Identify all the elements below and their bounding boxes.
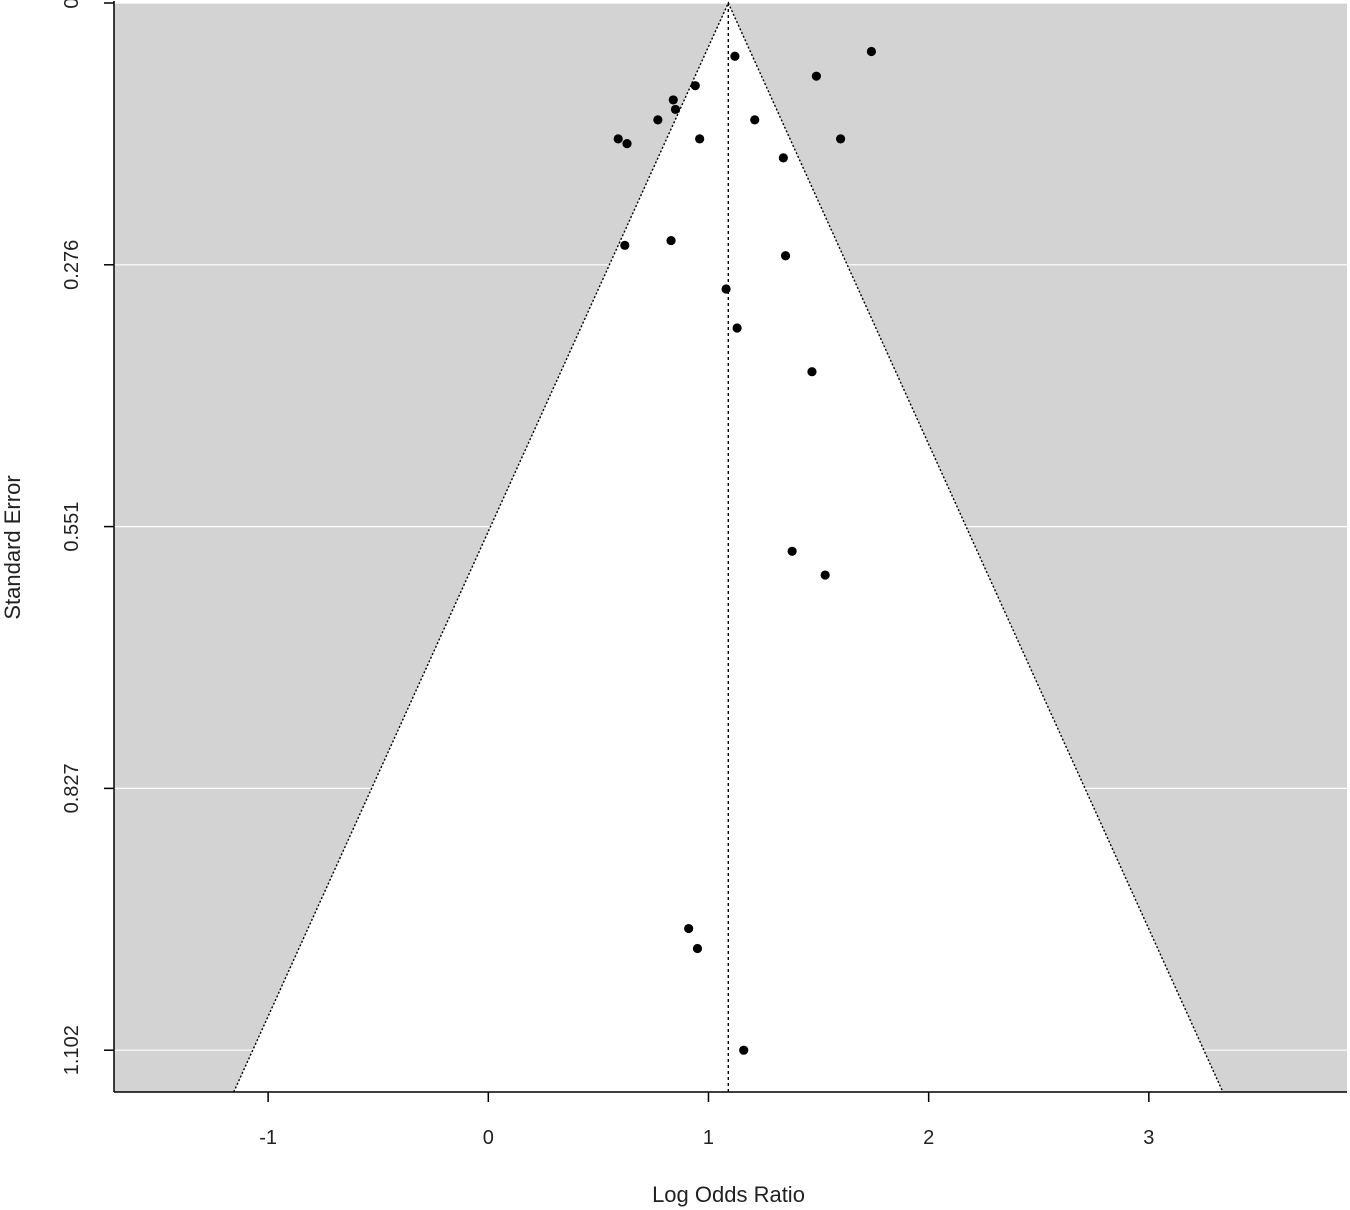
data-point: [690, 81, 700, 91]
data-point: [820, 570, 830, 580]
data-point: [684, 923, 694, 934]
x-tick-label: 3: [1143, 1127, 1154, 1149]
x-axis-title: Log Odds Ratio: [652, 1182, 805, 1207]
data-point: [670, 104, 681, 115]
data-point: [692, 943, 703, 954]
x-tick-label: 1: [703, 1127, 714, 1149]
data-point: [721, 284, 731, 294]
data-point: [780, 251, 791, 261]
data-point: [622, 139, 632, 149]
funnel-region: [233, 3, 1223, 1092]
y-tick-label: 0.827: [61, 763, 83, 813]
data-point: [807, 367, 817, 377]
data-point: [778, 153, 788, 163]
data-point: [613, 134, 623, 144]
data-point: [653, 115, 663, 125]
data-point: [787, 546, 797, 556]
y-axis-ticks: 0 0.276 0.551 0.827 1.102: [61, 0, 114, 1075]
y-tick-label: 0: [61, 0, 83, 9]
data-point: [835, 134, 846, 144]
y-axis-title: Standard Error: [0, 475, 25, 619]
data-point: [620, 240, 630, 250]
data-point: [732, 323, 742, 333]
gridlines: [114, 2, 1347, 1051]
data-point: [811, 71, 821, 81]
data-point: [730, 51, 740, 61]
data-point: [668, 95, 678, 105]
x-tick-label: 0: [483, 1127, 494, 1149]
x-axis-ticks: -1 0 1 2 3: [259, 1092, 1154, 1149]
x-tick-label: -1: [259, 1127, 277, 1149]
data-point: [739, 1045, 749, 1055]
data-point: [695, 134, 705, 144]
data-point: [666, 235, 676, 246]
y-tick-label: 1.102: [61, 1025, 83, 1075]
data-point: [750, 115, 760, 125]
y-tick-label: 0.551: [61, 502, 83, 552]
data-points: [613, 46, 877, 1055]
y-tick-label: 0.276: [61, 240, 83, 290]
data-point: [866, 46, 877, 57]
x-tick-label: 2: [923, 1127, 934, 1149]
